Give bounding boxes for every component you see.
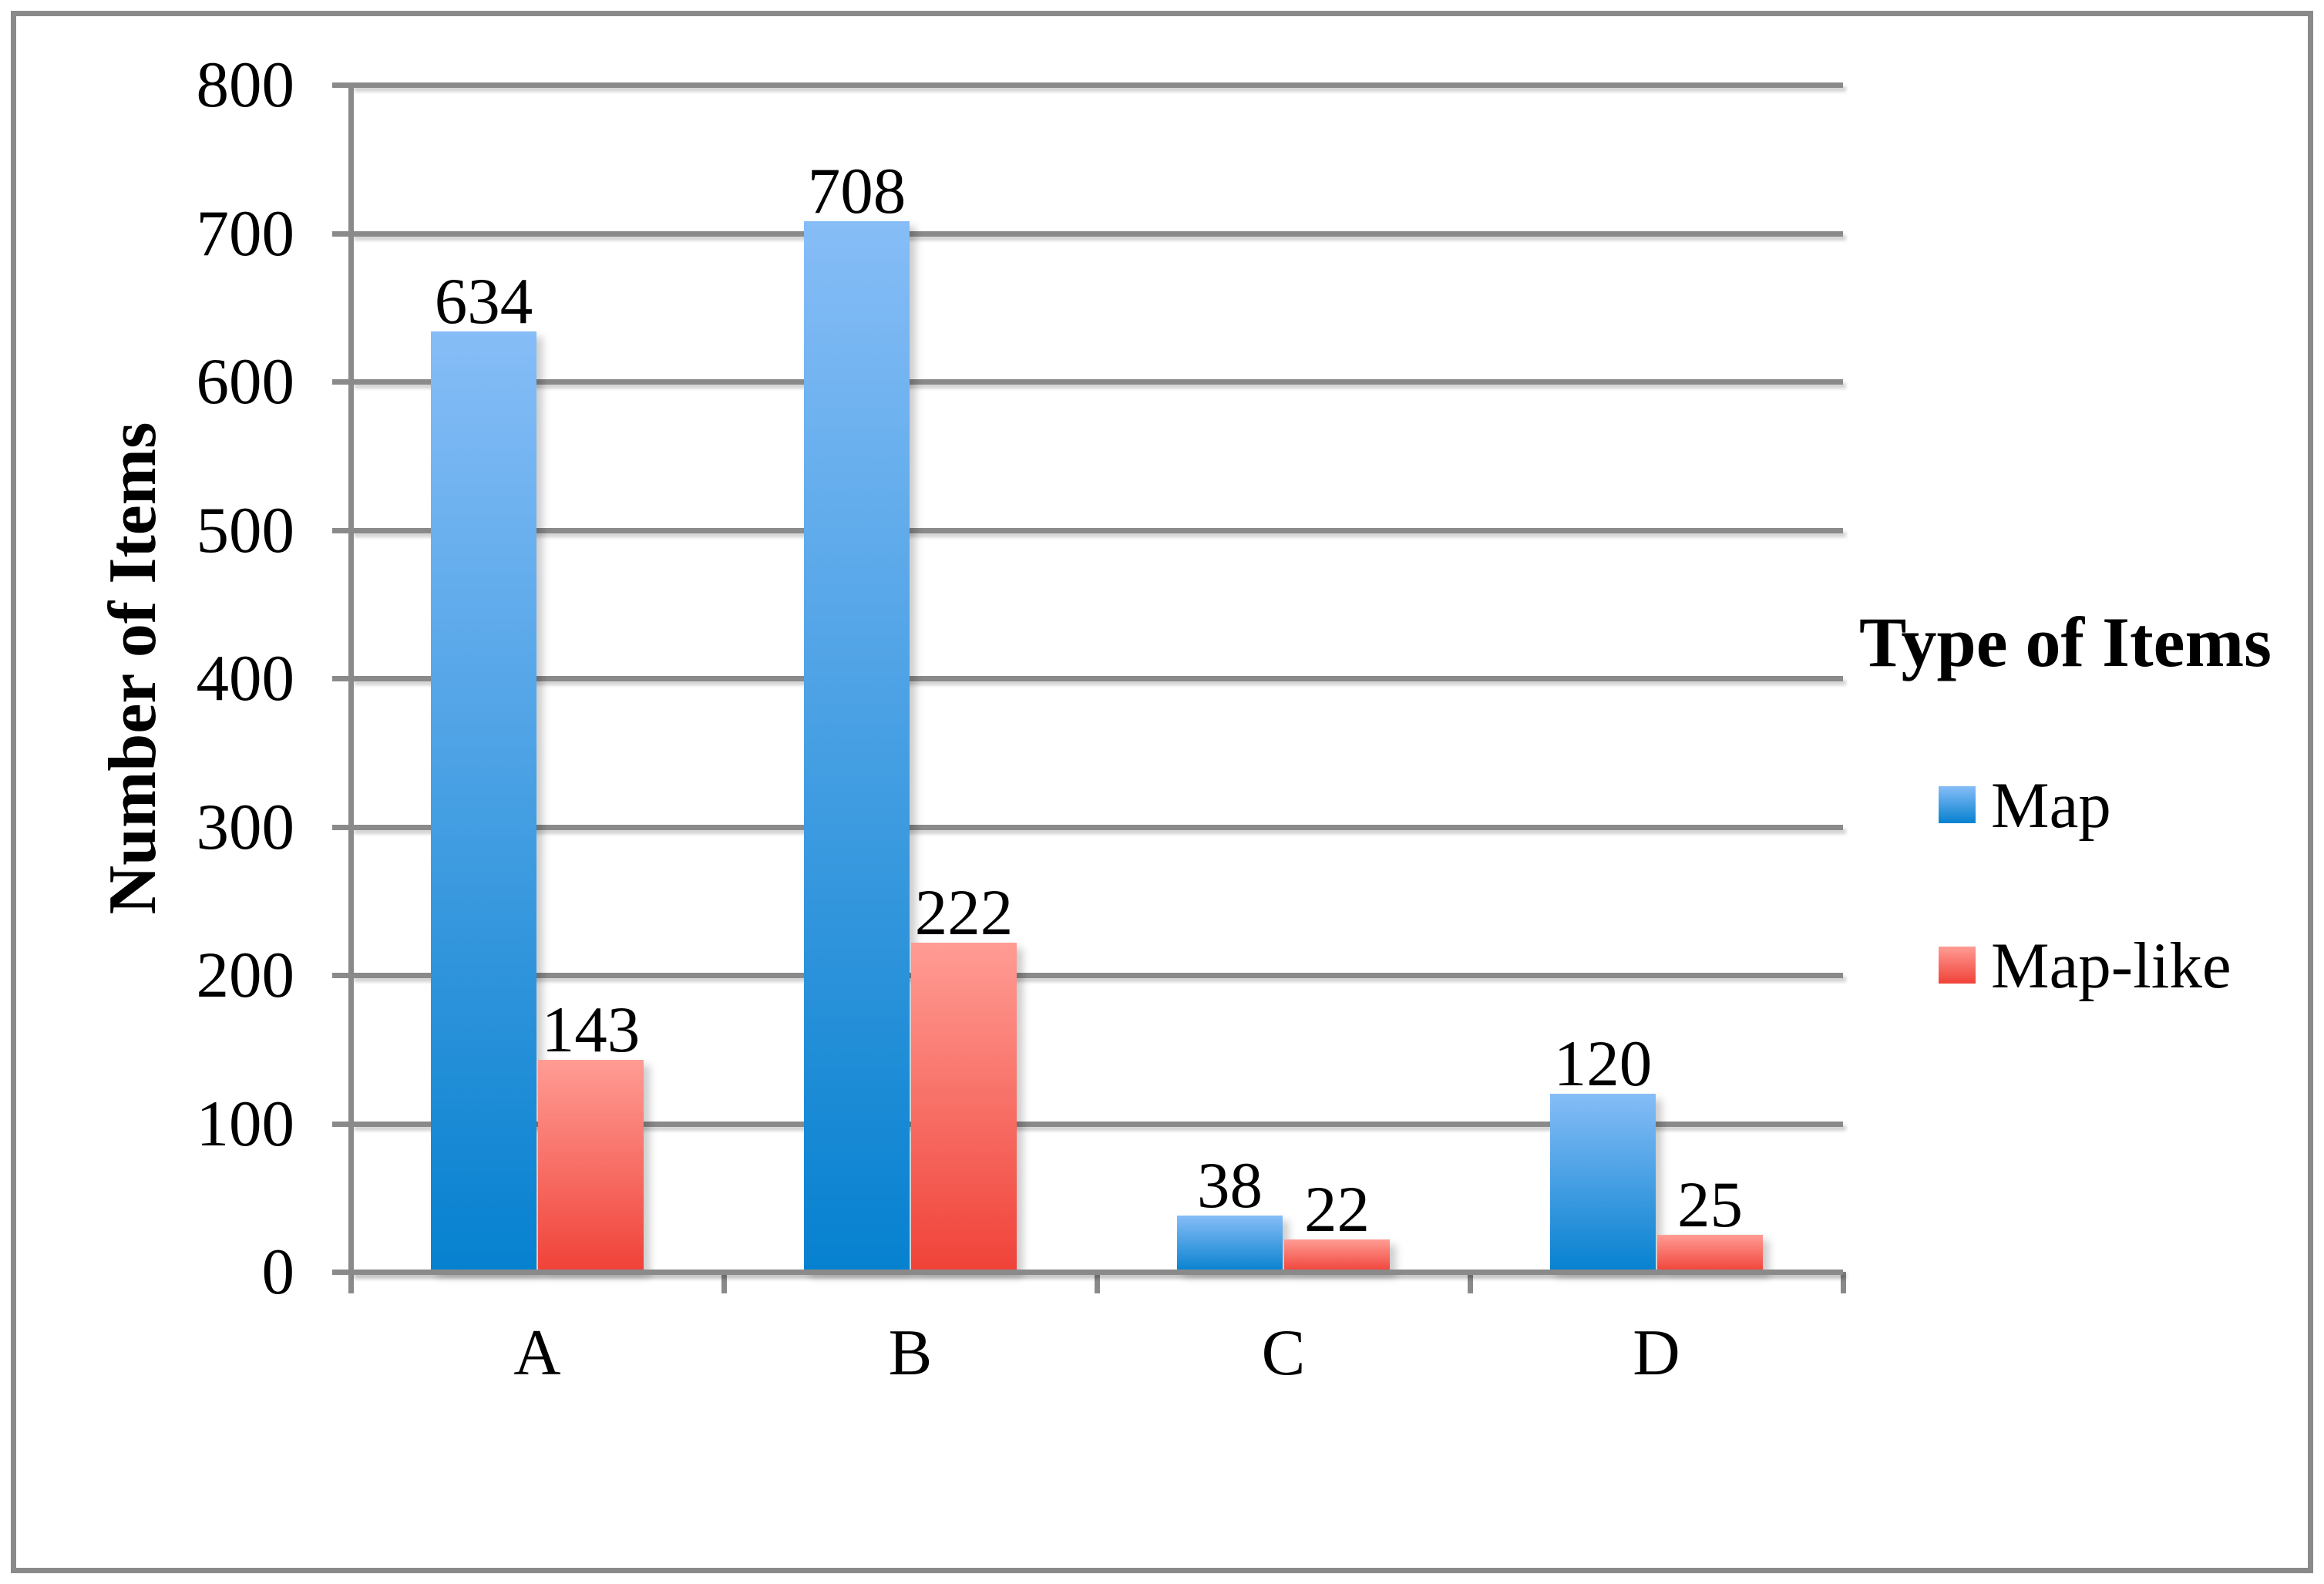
gridline xyxy=(351,230,1843,237)
legend-swatch-map-like xyxy=(1939,947,1976,984)
value-label: 38 xyxy=(1197,1149,1263,1222)
y-axis-tick xyxy=(332,1121,351,1127)
bar-map xyxy=(1177,1216,1283,1272)
x-axis-tick xyxy=(1841,1272,1846,1293)
gridline xyxy=(351,676,1843,681)
x-axis-line xyxy=(351,1270,1843,1275)
y-tick-label: 400 xyxy=(196,642,295,715)
bar-map-like xyxy=(1284,1239,1390,1272)
gridline xyxy=(351,973,1843,978)
value-label: 708 xyxy=(807,155,906,227)
legend-label-map-like: Map-like xyxy=(1991,930,2232,1002)
y-axis-tick xyxy=(332,676,351,681)
y-tick-label: 200 xyxy=(196,939,295,1011)
y-axis-line xyxy=(348,85,354,1272)
gridline xyxy=(351,82,1843,88)
y-axis-tick xyxy=(332,824,351,830)
category-label: B xyxy=(888,1317,933,1389)
legend-label-map: Map xyxy=(1991,769,2111,842)
y-axis-tick xyxy=(332,527,351,533)
y-tick-label: 0 xyxy=(261,1236,295,1308)
chart-outer-border xyxy=(11,11,2313,1573)
legend-title: Type of Items xyxy=(1859,603,2272,681)
x-axis-tick xyxy=(1468,1272,1473,1293)
x-axis-tick xyxy=(721,1272,727,1293)
value-label: 634 xyxy=(434,265,533,338)
x-axis-tick xyxy=(348,1272,354,1293)
x-axis-tick xyxy=(1095,1272,1100,1293)
value-label: 25 xyxy=(1677,1169,1743,1241)
y-axis-tick xyxy=(332,973,351,978)
bar-map xyxy=(804,221,910,1272)
gridline xyxy=(351,824,1843,830)
bar-map xyxy=(1550,1094,1656,1272)
value-label: 143 xyxy=(541,994,641,1066)
bar-map xyxy=(431,331,536,1272)
legend-swatch-map xyxy=(1939,786,1976,823)
y-axis-title: Number of Items xyxy=(96,422,170,915)
y-tick-label: 300 xyxy=(196,790,295,863)
gridline xyxy=(351,1121,1843,1127)
y-axis-tick xyxy=(332,82,351,88)
value-label: 222 xyxy=(914,876,1014,949)
y-tick-label: 500 xyxy=(196,493,295,567)
y-axis-tick xyxy=(332,379,351,385)
value-label: 22 xyxy=(1304,1173,1370,1246)
category-label: C xyxy=(1261,1317,1306,1389)
value-label: 120 xyxy=(1553,1027,1653,1100)
gridline xyxy=(351,379,1843,385)
bar-map-like xyxy=(911,943,1017,1272)
y-tick-label: 100 xyxy=(196,1087,295,1160)
category-label: A xyxy=(513,1317,561,1389)
y-tick-label: 800 xyxy=(196,49,295,121)
y-axis-tick xyxy=(332,230,351,237)
y-tick-label: 700 xyxy=(196,197,295,270)
gridline xyxy=(351,527,1843,533)
category-label: D xyxy=(1633,1317,1680,1389)
bar-map-like xyxy=(1657,1235,1763,1272)
bar-map-like xyxy=(538,1060,644,1272)
y-axis-tick xyxy=(332,1270,351,1275)
y-tick-label: 600 xyxy=(196,345,295,418)
